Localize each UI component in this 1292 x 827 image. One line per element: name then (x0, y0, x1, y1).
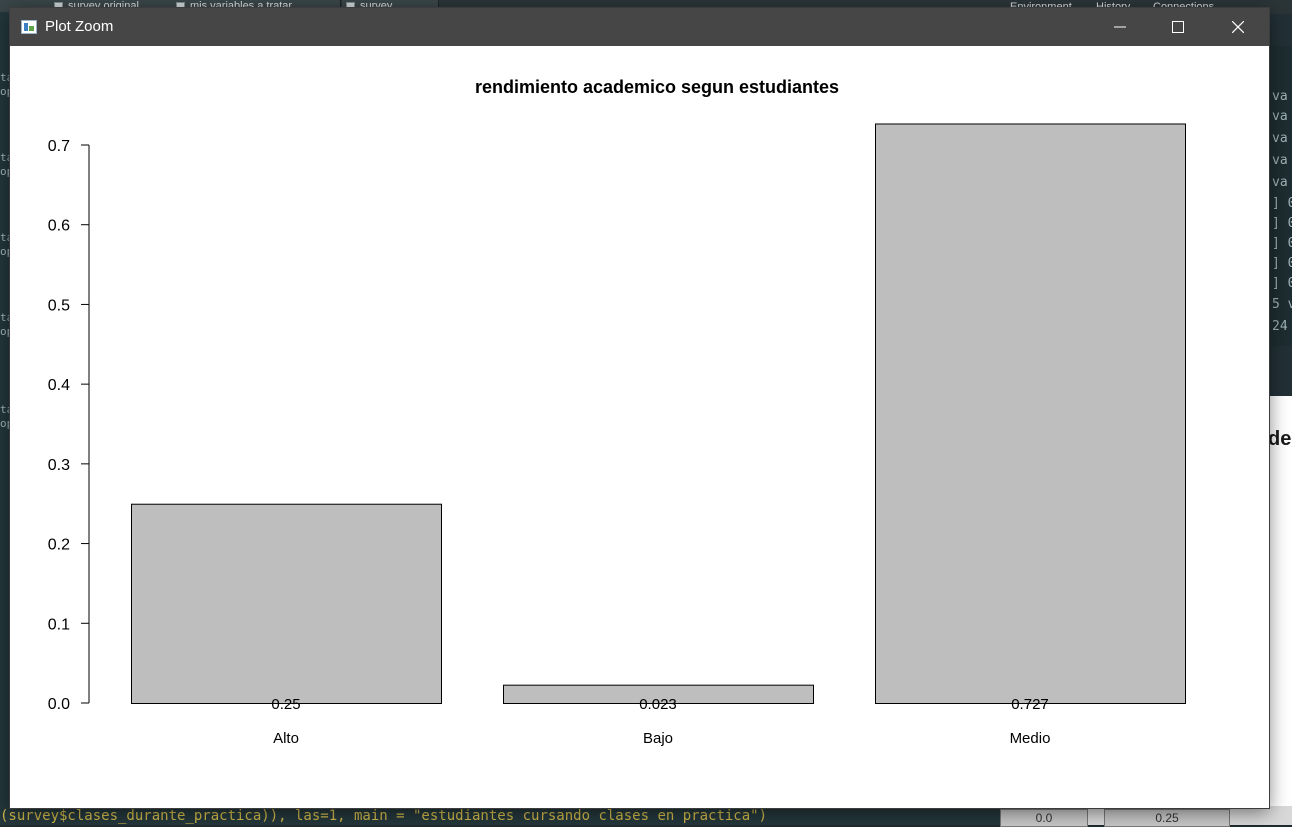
console-line: va (1272, 175, 1288, 190)
maximize-icon (1172, 21, 1184, 33)
y-tick-label: 0.3 (48, 457, 70, 474)
console-line: ] 0 (1272, 276, 1292, 291)
plot-zoom-window: Plot Zoom rendimiento academico segun es… (10, 8, 1269, 808)
console-line: va (1272, 153, 1288, 168)
x-axis-labels: Alto Bajo Medio (273, 730, 1050, 747)
plots-pane: de (1268, 396, 1292, 825)
close-icon (1232, 21, 1244, 33)
bar-chart: rendimiento academico segun estudiantes … (48, 77, 1186, 747)
x-tick-label: Alto (273, 730, 299, 747)
rstudio-app-icon (21, 20, 37, 34)
console-line: 5 v (1272, 297, 1292, 312)
console-line: ] 0 (1272, 256, 1292, 271)
x-tick-label: Medio (1010, 730, 1051, 747)
y-axis: 0.0 0.1 0.2 0.3 0.4 0.5 0.6 0.7 (48, 138, 90, 713)
console-line: ] 0 (1272, 216, 1292, 231)
plots-pane-bottom: 0.0 0.25 (1000, 806, 1292, 827)
console-command: (survey$clases_durante_practica)), las=1… (0, 808, 768, 824)
console-line: va (1272, 131, 1288, 146)
editor-gutter: ta op ta op ta op ta op ta op (0, 12, 10, 825)
y-tick-label: 0.5 (48, 297, 70, 314)
maximize-button[interactable] (1149, 8, 1207, 46)
plot-title-fragment: de (1268, 428, 1292, 450)
data-labels: 0.25 0.023 0.727 (271, 696, 1048, 713)
y-tick-label: 0.2 (48, 537, 70, 554)
console-input-line[interactable]: (survey$clases_durante_practica)), las=1… (0, 806, 1000, 825)
chart-title: rendimiento academico segun estudiantes (475, 77, 839, 97)
y-tick-label: 0.7 (48, 138, 70, 155)
bar-medio (875, 123, 1186, 704)
window-titlebar[interactable]: Plot Zoom (10, 8, 1269, 46)
plot-cell: 0.25 (1104, 809, 1230, 827)
console-line: 24 (1272, 319, 1288, 334)
console-line: va (1272, 89, 1288, 104)
bars (131, 123, 1186, 705)
close-button[interactable] (1209, 8, 1267, 46)
data-label: 0.25 (271, 696, 300, 713)
console-line: ] 0 (1272, 196, 1292, 211)
plot-area: rendimiento academico segun estudiantes … (10, 46, 1269, 808)
x-tick-label: Bajo (643, 730, 673, 747)
y-tick-label: 0.1 (48, 616, 70, 633)
bar-alto (131, 503, 442, 705)
data-label: 0.023 (639, 696, 677, 713)
console-line: ] 0 (1272, 236, 1292, 251)
minimize-button[interactable] (1091, 8, 1149, 46)
console-line: va (1272, 109, 1288, 124)
minimize-icon (1114, 26, 1126, 28)
console-strip (1268, 46, 1292, 346)
data-label: 0.727 (1011, 696, 1049, 713)
window-title: Plot Zoom (45, 18, 114, 35)
y-tick-label: 0.0 (48, 696, 70, 713)
y-tick-label: 0.6 (48, 218, 70, 235)
bar-bajo (503, 684, 814, 704)
plot-cell: 0.0 (1000, 809, 1088, 827)
y-tick-label: 0.4 (48, 377, 70, 394)
